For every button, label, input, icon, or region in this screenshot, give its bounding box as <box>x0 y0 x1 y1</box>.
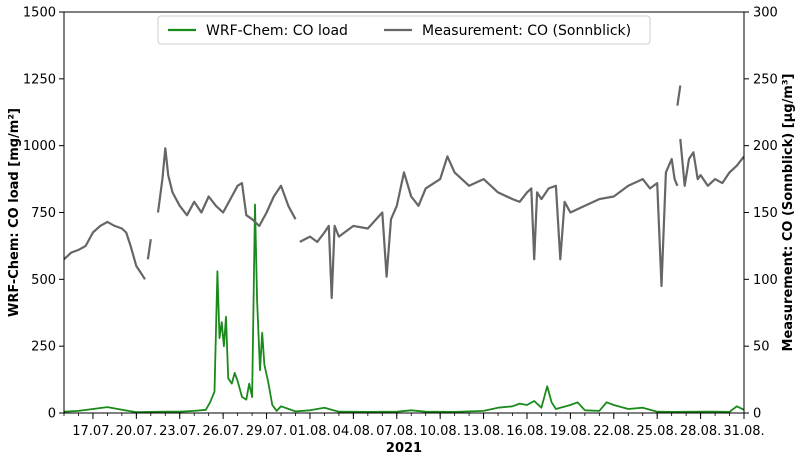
x-tick-label: 13.08. <box>463 424 504 439</box>
x-tick-label: 26.07. <box>202 424 243 439</box>
measurement-co-line-segment-0 <box>63 220 146 280</box>
plot-frame <box>63 11 745 414</box>
y-right-axis-title: Measurement: CO (Sonnblick) [µg/m³] <box>781 74 796 352</box>
y-right-tick-label: 300 <box>753 6 778 21</box>
y-left-tick-label: 1250 <box>23 72 56 87</box>
y-left-tick-label: 0 <box>48 407 56 422</box>
x-tick-label: 16.08. <box>506 424 547 439</box>
y-left-tick-label: 500 <box>31 273 56 288</box>
x-tick-label: 28.08. <box>680 424 721 439</box>
measurement-co-line-segment-5 <box>679 138 745 187</box>
x-tick-label: 20.07. <box>116 424 157 439</box>
measurement-co-line-segment-3 <box>299 155 679 300</box>
x-tick-label: 23.07. <box>159 424 200 439</box>
legend-item-wrf-chem-label: WRF-Chem: CO load <box>206 23 348 39</box>
x-tick-label: 07.08. <box>376 424 417 439</box>
x-tick-label: 17.07. <box>72 424 113 439</box>
wrf-chem-co-line <box>63 203 745 414</box>
x-tick-label: 25.08. <box>637 424 678 439</box>
y-left-axis-title: WRF-Chem: CO load [mg/m²] <box>7 108 22 317</box>
measurement-co-line-segment-4 <box>676 85 682 106</box>
x-tick-label: 10.08. <box>419 424 460 439</box>
y-right-tick-label: 50 <box>753 340 770 355</box>
measurement-co-line-segment-1 <box>146 239 152 260</box>
x-tick-label: 19.08. <box>550 424 591 439</box>
y-left-tick-label: 750 <box>31 206 56 221</box>
y-left-tick-label: 250 <box>31 340 56 355</box>
x-tick-label: 22.08. <box>593 424 634 439</box>
y-right-tick-label: 200 <box>753 139 778 154</box>
y-right-tick-label: 0 <box>753 407 761 422</box>
x-tick-label: 29.07. <box>246 424 287 439</box>
y-left-tick-label: 1500 <box>23 6 56 21</box>
x-axis-title: 2021 <box>386 441 422 456</box>
x-tick-label: 01.08. <box>289 424 330 439</box>
measurement-co-line-segment-2 <box>156 147 297 227</box>
y-right-tick-label: 100 <box>753 273 778 288</box>
y-left-tick-label: 1000 <box>23 139 56 154</box>
legend-item-measurement-label: Measurement: CO (Sonnblick) <box>422 23 631 39</box>
x-tick-label: 31.08. <box>723 424 764 439</box>
y-right-tick-label: 150 <box>753 206 778 221</box>
x-tick-label: 04.08. <box>333 424 374 439</box>
y-right-tick-label: 250 <box>753 72 778 87</box>
